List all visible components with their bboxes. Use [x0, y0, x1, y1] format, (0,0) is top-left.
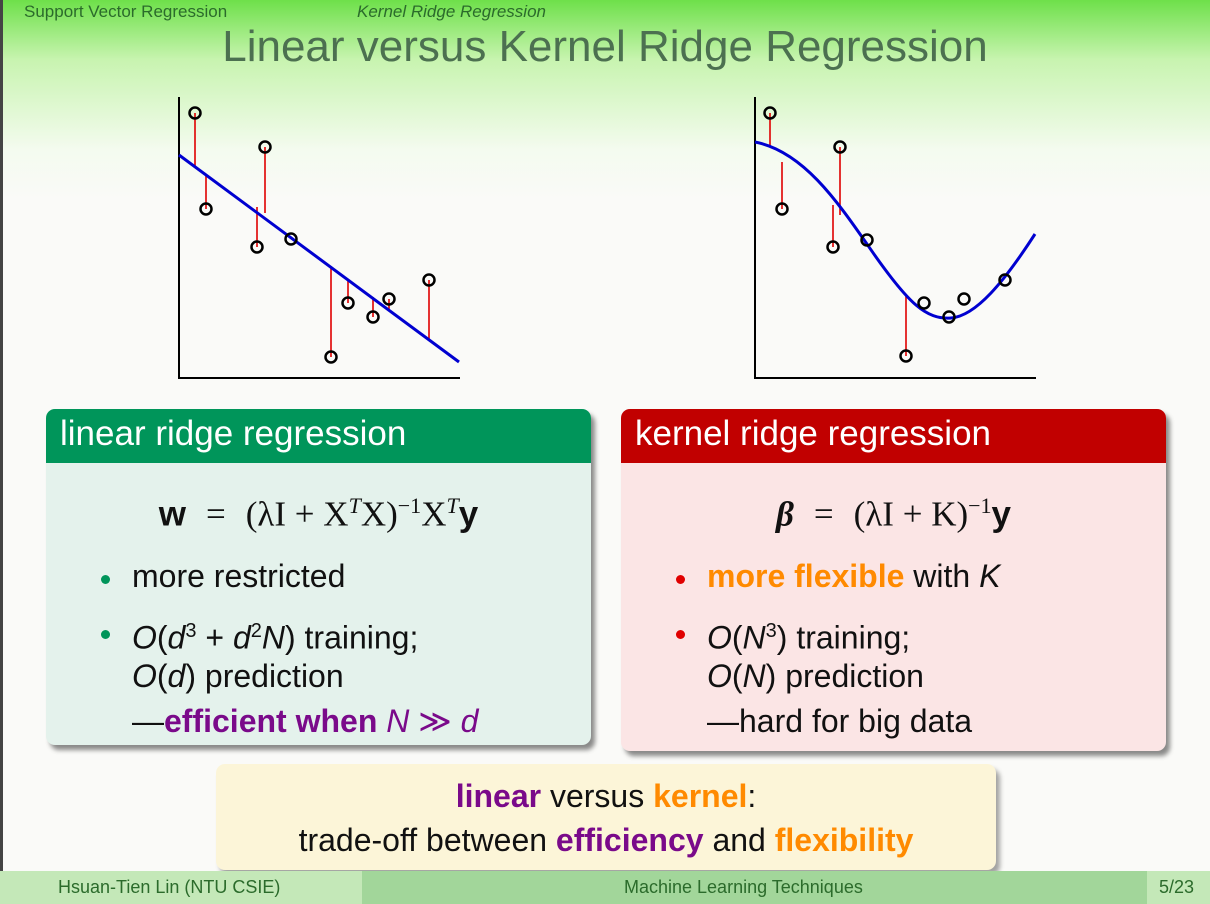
bullet-dot — [101, 575, 110, 584]
kernel-ridge-block: kernel ridge regression β = (λI + K)−1y mo… — [621, 409, 1166, 751]
block-header: kernel ridge regression — [621, 409, 1166, 463]
bullet-dot — [676, 575, 685, 584]
kernel-fit-plot — [754, 97, 1037, 379]
residuals — [769, 113, 907, 356]
footer: Hsuan-Tien Lin (NTU CSIE) Machine Learni… — [0, 871, 1210, 904]
kernel-formula: β = (λI + K)−1y — [775, 493, 1012, 534]
nav-subsection[interactable]: Kernel Ridge Regression — [357, 2, 546, 21]
linear-formula: w = (λI + XTX)−1XTy — [158, 493, 479, 534]
data-points — [188, 106, 436, 364]
fit-curve — [754, 140, 1037, 320]
bullet-training-cost: O(N3) training; — [707, 619, 911, 656]
summary-box: linear versus kernel: trade-off between … — [216, 764, 996, 870]
linear-fit-plot — [178, 97, 460, 379]
summary-line-2: trade-off between efficiency and flexibi… — [298, 822, 914, 858]
prediction-cost: O(N) prediction — [707, 658, 924, 694]
bullet-more-flexible: more flexible with K — [707, 558, 1001, 594]
bullet-training-cost: O(d3 + d2N) training; — [132, 619, 419, 656]
slide-title: Linear versus Kernel Ridge Regression — [222, 22, 988, 71]
bullet-dot — [676, 630, 685, 639]
bullet-more-restricted: more restricted — [132, 558, 346, 594]
big-data-note: —hard for big data — [707, 703, 973, 739]
nav-section[interactable]: Support Vector Regression — [24, 2, 228, 21]
efficiency-note: —efficient when N ≫ d — [132, 703, 479, 739]
footer-course: Machine Learning Techniques — [624, 877, 863, 897]
linear-ridge-block: linear ridge regression w = (λI + XTX)−1XT… — [46, 409, 591, 745]
bullet-dot — [101, 630, 110, 639]
footer-page-number: 5/23 — [1159, 877, 1195, 897]
footer-course-cell: Machine Learning Techniques — [362, 871, 1147, 904]
summary-line-1: linear versus kernel: — [455, 778, 757, 814]
footer-page-cell: 5/23 — [1147, 871, 1210, 904]
block-header: linear ridge regression — [46, 409, 591, 463]
footer-author: Hsuan-Tien Lin (NTU CSIE) — [58, 877, 281, 897]
data-points — [763, 106, 1012, 363]
fit-line — [178, 153, 460, 364]
residuals — [194, 113, 430, 357]
left-border — [0, 0, 3, 904]
footer-author-cell: Hsuan-Tien Lin (NTU CSIE) — [0, 871, 362, 904]
prediction-cost: O(d) prediction — [132, 658, 344, 694]
